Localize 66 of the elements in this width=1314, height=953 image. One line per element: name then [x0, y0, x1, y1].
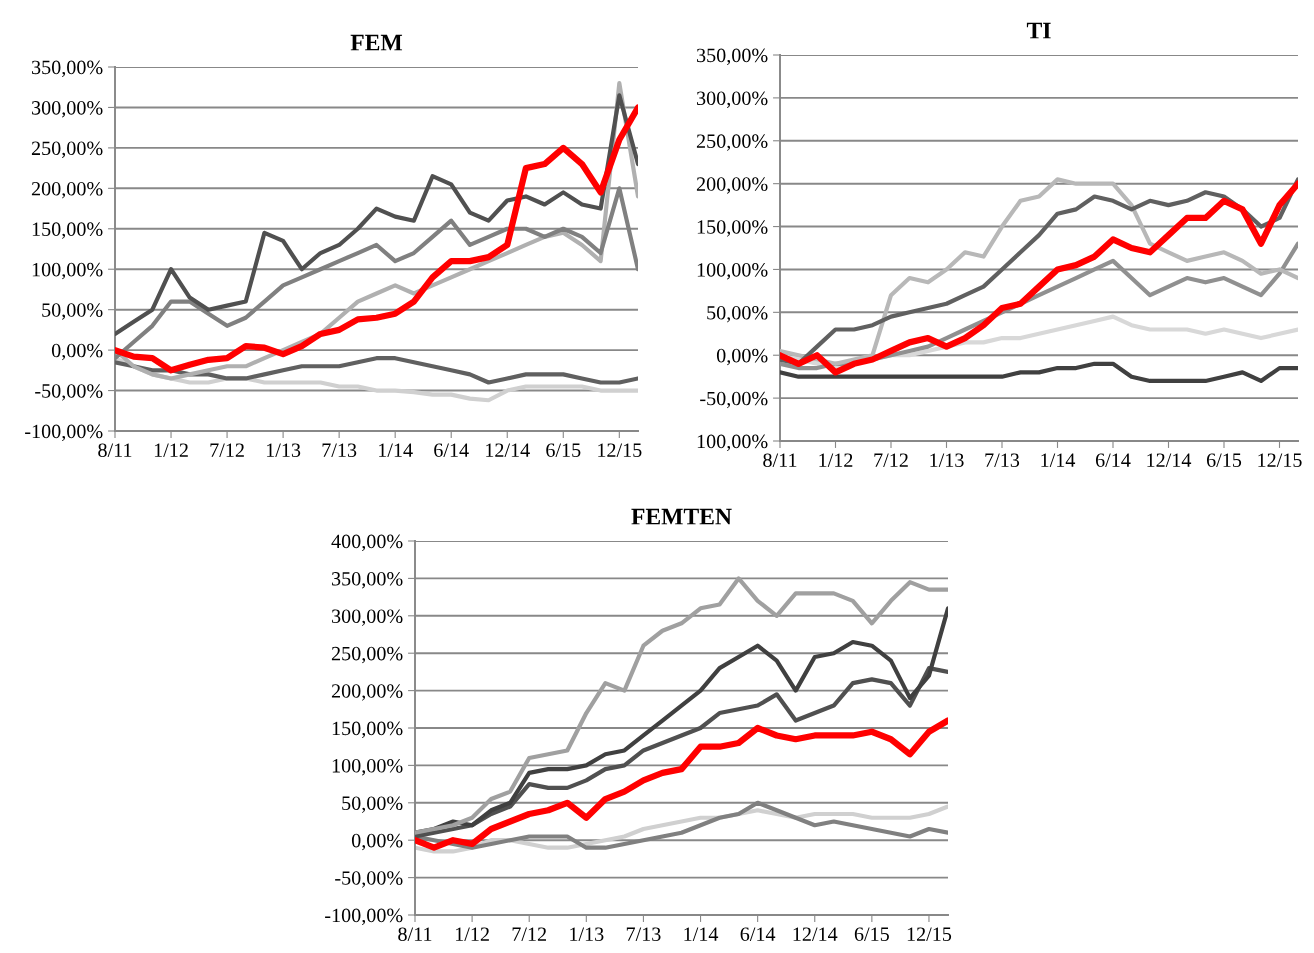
y-tick-label: 200,00% — [696, 177, 768, 194]
x-tick-label: 6/14 — [1095, 453, 1131, 467]
x-tick-label: 7/12 — [874, 453, 908, 467]
y-tick-label: 150,00% — [32, 222, 103, 239]
x-tick-label: 7/12 — [512, 927, 547, 941]
x-tick-label: 12/15 — [907, 927, 952, 941]
x-tick-label: 7/13 — [626, 927, 661, 941]
line-series — [115, 356, 638, 385]
x-tick-label: 1/13 — [570, 927, 604, 941]
x-tick-label: 8/11 — [763, 453, 797, 467]
chart-title: FEM — [350, 34, 403, 51]
x-tick-label: 12/15 — [598, 443, 642, 457]
y-tick-label: 350,00% — [32, 60, 103, 78]
chart-title: TI — [1026, 22, 1051, 39]
y-tick-label: 100,00% — [332, 758, 403, 776]
y-tick-label: 250,00% — [696, 134, 768, 151]
x-tick-label: 6/15 — [1206, 453, 1242, 467]
y-tick-label: 50,00% — [342, 796, 403, 813]
x-tick-label: 1/12 — [154, 443, 188, 457]
x-tick-label: 1/14 — [1041, 453, 1076, 467]
y-tick-label: -50,00% — [35, 384, 103, 401]
y-tick-label: 100,00% — [697, 434, 768, 452]
y-tick-label: 400,00% — [331, 534, 403, 552]
x-tick-label: 1/14 — [379, 443, 413, 457]
y-tick-label: 250,00% — [331, 646, 403, 664]
x-tick-label: 1/12 — [819, 453, 853, 467]
y-tick-label: 300,00% — [32, 101, 103, 118]
y-tick-label: 0,00% — [51, 343, 103, 361]
x-tick-label: 12/15 — [1258, 453, 1302, 467]
x-tick-label: 7/13 — [322, 443, 357, 457]
y-tick-label: -100,00% — [25, 424, 103, 442]
y-tick-label: 300,00% — [332, 609, 403, 626]
line-series — [780, 361, 1298, 384]
x-tick-label: 12/14 — [793, 927, 838, 941]
y-tick-label: 350,00% — [697, 48, 768, 66]
x-tick-label: 6/15 — [546, 443, 581, 457]
y-tick-label: 200,00% — [31, 181, 103, 199]
chart-title: FEMTEN — [631, 508, 732, 525]
x-tick-label: 1/14 — [684, 927, 719, 941]
x-tick-label: 7/12 — [210, 443, 244, 457]
x-tick-label: 6/15 — [854, 927, 889, 941]
y-tick-label: 50,00% — [42, 303, 103, 320]
y-tick-label: 0,00% — [351, 833, 403, 851]
y-tick-label: 350,00% — [332, 571, 403, 589]
y-tick-label: -100,00% — [325, 908, 403, 926]
y-tick-label: 0,00% — [716, 348, 768, 366]
y-tick-label: -50,00% — [700, 391, 768, 409]
x-tick-label: 1/13 — [266, 443, 301, 457]
x-tick-label: 8/11 — [98, 443, 132, 457]
x-tick-label: 8/11 — [398, 927, 432, 941]
x-tick-label: 12/14 — [486, 443, 530, 457]
x-tick-label: 1/12 — [455, 927, 489, 941]
x-tick-label: 1/13 — [930, 453, 964, 467]
y-tick-label: 150,00% — [697, 220, 768, 237]
y-tick-label: -50,00% — [335, 871, 403, 888]
x-tick-label: 12/14 — [1147, 453, 1192, 467]
y-tick-label: 200,00% — [331, 684, 403, 701]
x-tick-label: 6/14 — [434, 443, 469, 457]
y-tick-label: 250,00% — [31, 141, 103, 158]
y-tick-label: 150,00% — [332, 721, 403, 739]
y-tick-label: 300,00% — [697, 91, 768, 108]
y-tick-label: 100,00% — [697, 263, 768, 280]
y-tick-label: 50,00% — [707, 305, 768, 323]
x-tick-label: 7/13 — [985, 453, 1020, 467]
x-tick-label: 6/14 — [740, 927, 776, 941]
y-tick-label: 100,00% — [32, 262, 103, 280]
